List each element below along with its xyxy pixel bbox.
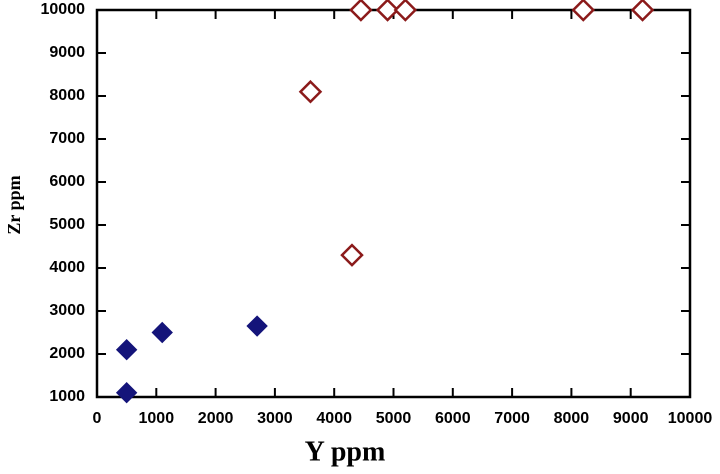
point: [340, 243, 364, 267]
y-tick-label: 10000: [41, 1, 86, 18]
point: [393, 0, 418, 22]
y-tick-label: 8000: [49, 87, 85, 104]
x-tick-label: 8000: [554, 410, 590, 427]
x-axis-label: Y ppm: [305, 436, 386, 467]
y-tick-label: 5000: [49, 216, 85, 233]
y-axis-label: Zr ppm: [4, 175, 24, 234]
x-tick-label: 0: [93, 410, 102, 427]
point: [349, 0, 373, 22]
x-tick-label: 1000: [139, 410, 175, 427]
x-tick-label: 10000: [668, 410, 713, 427]
point: [115, 338, 138, 361]
y-tick-label: 6000: [49, 173, 85, 190]
y-tick-label: 4000: [49, 259, 85, 276]
x-tick-label: 5000: [376, 410, 412, 427]
point: [246, 315, 268, 337]
point: [375, 0, 400, 22]
y-tick-label: 9000: [49, 44, 85, 61]
x-tick-label: 4000: [316, 410, 352, 427]
plot-frame: [95, 8, 692, 399]
x-tick-label: 3000: [257, 410, 293, 427]
x-tick-label: 2000: [198, 410, 234, 427]
point: [298, 79, 323, 104]
point: [151, 321, 173, 344]
y-tick-label: 1000: [49, 388, 85, 405]
point: [630, 0, 655, 22]
y-tick-label: 7000: [49, 130, 85, 147]
point: [115, 381, 138, 404]
point: [571, 0, 596, 22]
x-tick-label: 9000: [613, 410, 649, 427]
x-tick-label: 7000: [494, 410, 530, 427]
y-tick-label: 2000: [49, 345, 85, 362]
y-tick-label: 3000: [49, 302, 85, 319]
x-tick-label: 6000: [435, 410, 471, 427]
